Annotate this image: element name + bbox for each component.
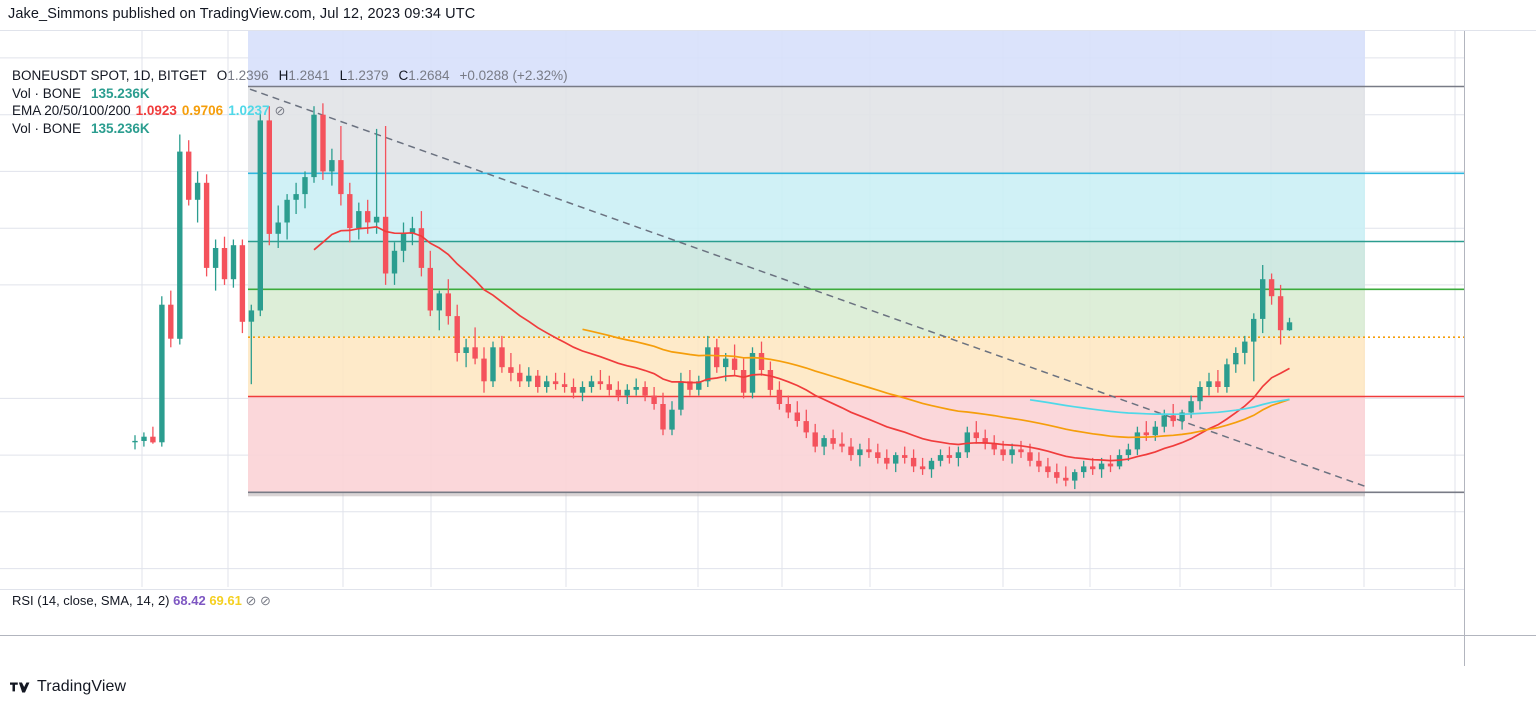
price-plot-svg [0,31,1464,587]
legend-change: +0.0288 (+2.32%) [459,68,568,83]
candlestick-series [132,103,1293,490]
legend-high-value: 1.2841 [288,68,330,83]
legend-low-label: L [339,68,348,83]
legend-volume-row[interactable]: Vol · BONE 135.236K [12,85,568,103]
legend-ema20-value: 1.0923 [135,103,177,118]
legend-close-value: 1.2684 [408,68,450,83]
legend-high-label: H [278,68,289,83]
legend-close-label: C [398,68,409,83]
rsi-legend-title: RSI (14, close, SMA, 14, 2) [12,593,170,608]
rsi-legend-icon-2: ⊘ [260,593,271,608]
footer: TradingView [10,678,126,696]
attribution-text: Jake_Simmons published on TradingView.co… [8,6,476,22]
rsi-legend[interactable]: RSI (14, close, SMA, 14, 2) 68.42 69.61 … [12,593,271,609]
legend-symbol-row[interactable]: BONEUSDT SPOT, 1D, BITGET O1.2396 H1.2841 L… [12,67,568,85]
tradingview-logo-icon [10,682,30,692]
rsi-legend-value: 68.42 [173,593,206,608]
legend-ema50-value: 0.9706 [181,103,224,118]
rsi-legend-sma-value: 69.61 [209,593,242,608]
legend-open-value: 1.2396 [227,68,269,83]
price-scale[interactable] [1464,31,1536,666]
price-pane[interactable] [0,31,1464,587]
tradingview-wordmark: TradingView [37,678,127,695]
legend-symbol: BONEUSDT SPOT, 1D, BITGET [12,68,207,83]
chart-legend: BONEUSDT SPOT, 1D, BITGET O1.2396 H1.2841 L… [12,67,568,137]
legend-ema100-value: 1.0237 [228,103,270,118]
rsi-legend-icon-1: ⊘ [245,593,257,608]
pane-separator[interactable] [0,589,1464,590]
rsi-pane[interactable]: RSI (14, close, SMA, 14, 2) 68.42 69.61 … [0,591,1464,666]
legend-volume-value: 135.236K [91,85,150,101]
legend-volume-title-2: Vol · BONE [12,120,82,136]
legend-volume-title: Vol · BONE [12,85,82,101]
legend-low-value: 1.2379 [347,68,389,83]
legend-volume-value-2: 135.236K [91,120,150,136]
legend-ema200-disabled-icon: ⊘ [274,103,286,118]
legend-ema-row[interactable]: EMA 20/50/100/200 1.0923 0.9706 1.0237 ⊘ [12,102,568,120]
time-scale[interactable] [0,635,1536,670]
legend-ema-title: EMA 20/50/100/200 [12,103,131,118]
chart-frame: BONEUSDT SPOT, 1D, BITGET O1.2396 H1.2841 L… [0,30,1536,670]
legend-volume-row-2[interactable]: Vol · BONE 135.236K [12,120,568,138]
legend-open-label: O [216,68,228,83]
